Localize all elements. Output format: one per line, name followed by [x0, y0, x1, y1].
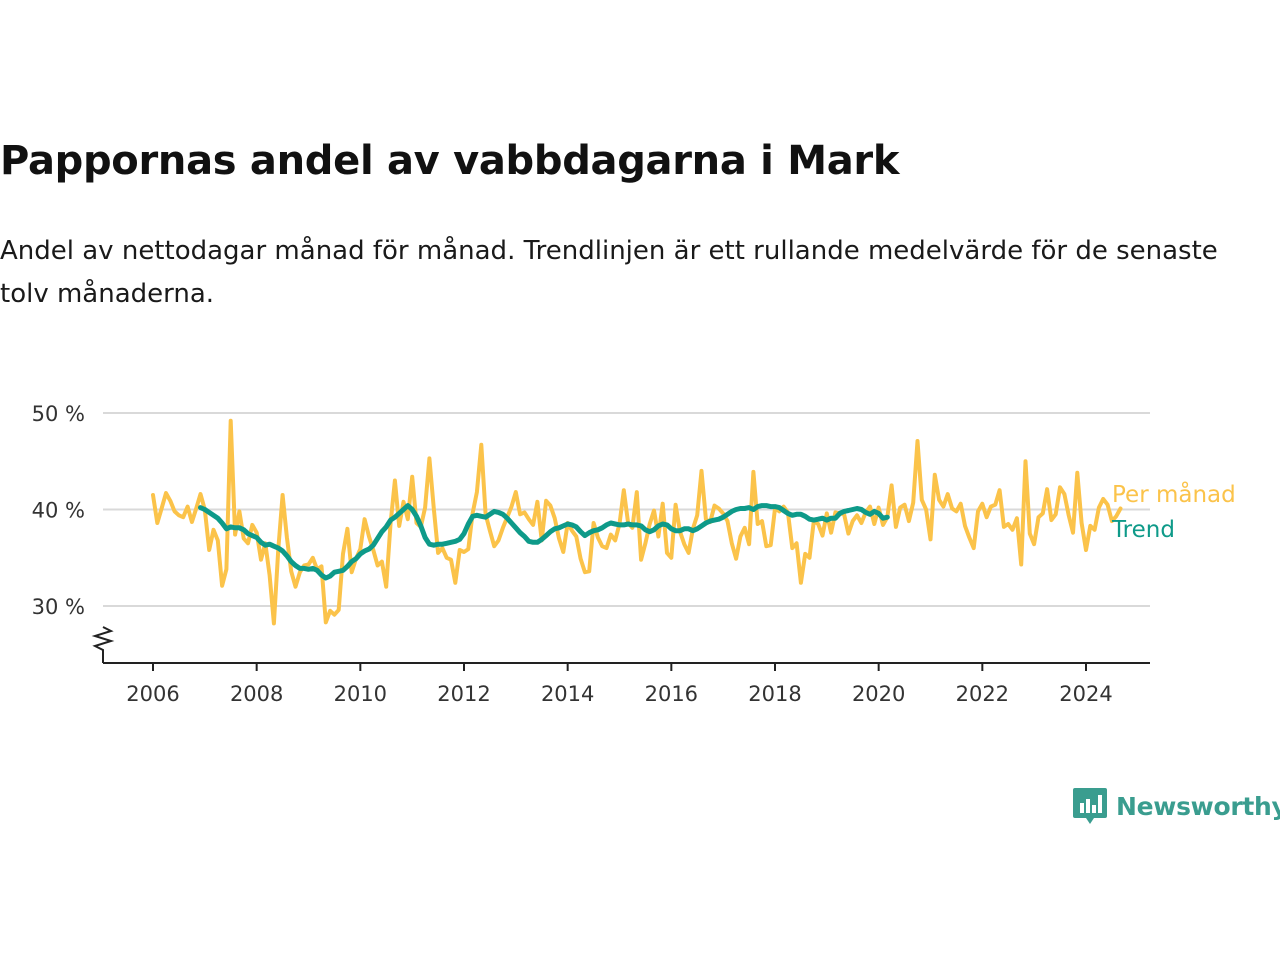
legend-label-trend: Trend	[1111, 517, 1175, 543]
x-axis: 2006 2008 2010 2012 2014 2016 2018 2020 2022 2024	[91, 626, 1150, 706]
line-chart: 30 % 40 % 50 % 2006 2008 2010 2012 2014 2016 201…	[32, 402, 1236, 706]
x-tick-label: 2008	[230, 682, 283, 706]
chart-subtitle: Andel av nettodagar månad för månad. Tre…	[0, 236, 1218, 309]
series-line-trend	[198, 503, 890, 581]
x-tick-label: 2018	[748, 682, 801, 706]
x-tick-label: 2024	[1059, 682, 1112, 706]
brand-name: Newsworthy	[1116, 791, 1280, 821]
x-tick-label: 2012	[437, 682, 490, 706]
x-tick-label: 2020	[852, 682, 905, 706]
legend-label-per-manad: Per månad	[1112, 480, 1236, 508]
x-tick-label: 2006	[126, 682, 179, 706]
y-tick-label: 40 %	[32, 499, 85, 523]
axis-break-icon	[91, 626, 115, 663]
series-line-per-manad	[151, 418, 1123, 626]
brand-logo: Newsworthy	[1072, 786, 1280, 826]
x-tick-label: 2022	[956, 682, 1009, 706]
chart-title: Pappornas andel av vabbdagarna i Mark	[0, 138, 900, 184]
y-tick-label: 30 %	[32, 595, 85, 619]
x-tick-label: 2014	[541, 682, 594, 706]
y-tick-label: 50 %	[32, 402, 85, 426]
legend: Per månad Trend	[1111, 480, 1236, 543]
series-lines	[151, 418, 1123, 626]
x-tick-label: 2016	[645, 682, 698, 706]
newsworthy-logo-icon	[1073, 788, 1107, 824]
y-axis-ticks: 30 % 40 % 50 %	[32, 402, 85, 619]
x-tick-label: 2010	[334, 682, 387, 706]
